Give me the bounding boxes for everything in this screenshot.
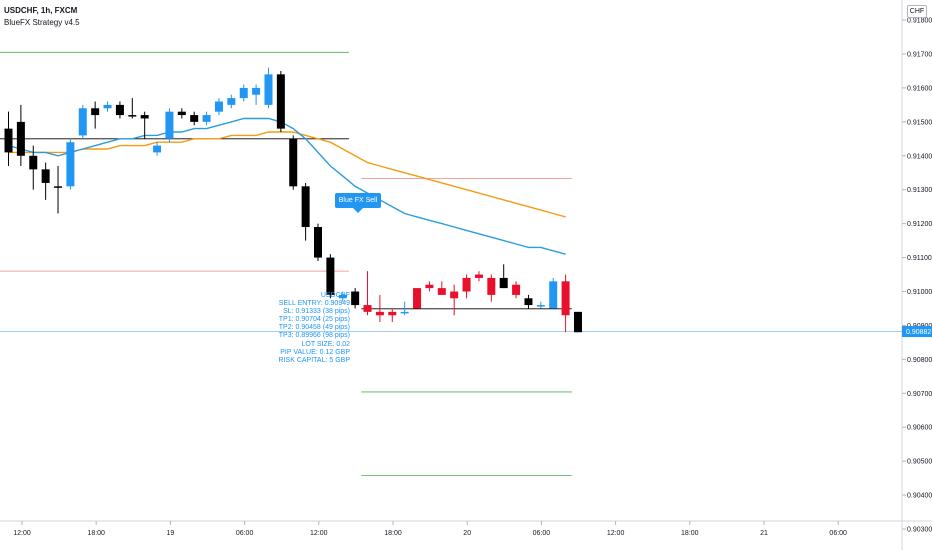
candle-body[interactable]: [425, 284, 434, 289]
candle-body[interactable]: [413, 288, 422, 309]
candle-body[interactable]: [512, 284, 521, 295]
strategy-name: BlueFX Strategy v4.5: [4, 18, 80, 27]
price-tick-label: 0.91200: [907, 221, 932, 228]
price-tick-label: 0.91800: [907, 18, 932, 25]
candle-body[interactable]: [363, 305, 372, 312]
candle-body[interactable]: [326, 257, 335, 295]
trade-info-line: USDCHF: [320, 292, 350, 299]
candle-body[interactable]: [4, 128, 13, 153]
candle-body[interactable]: [462, 277, 471, 292]
candle-body[interactable]: [314, 227, 322, 258]
price-tick-label: 0.90700: [907, 391, 932, 398]
candle-body[interactable]: [437, 288, 446, 295]
time-tick-label: 06:00: [236, 530, 254, 537]
candle-body[interactable]: [103, 104, 112, 109]
ema-orange-line: [8, 131, 566, 218]
price-tick-label: 0.91300: [907, 187, 932, 194]
candle-body[interactable]: [264, 74, 273, 105]
candle-body[interactable]: [153, 145, 162, 153]
price-tick-label: 0.90600: [907, 425, 932, 432]
candle-body[interactable]: [375, 311, 384, 316]
candle-body[interactable]: [177, 111, 186, 116]
candle-body[interactable]: [536, 305, 545, 307]
candle-body[interactable]: [573, 311, 582, 333]
trade-info-line: TP1: 0.90704 (25 pips): [278, 316, 350, 324]
candle-body[interactable]: [474, 274, 483, 278]
trade-info-box: USDCHF SELL ENTRY: 0.90949 SL: 0.91333 (…: [279, 292, 350, 365]
sell-signal-label: Blue FX Sell: [335, 193, 381, 208]
symbol-title: USDCHF, 1h, FXCM: [4, 6, 78, 15]
trade-info-line: SL: 0.91333 (38 pips): [283, 308, 350, 316]
candle-body[interactable]: [450, 291, 459, 299]
trade-info-line: PIP VALUE: 0.12 GBP: [280, 348, 350, 356]
price-tick-label: 0.91700: [907, 51, 932, 58]
sell-signal-arrow: [353, 208, 363, 213]
time-tick-label: 18:00: [681, 530, 699, 537]
time-tick-label: 12:00: [13, 530, 31, 537]
candle-body[interactable]: [351, 291, 360, 306]
candle-body[interactable]: [140, 115, 149, 119]
current-price-label: 0.90882: [906, 329, 931, 336]
candle-body[interactable]: [400, 311, 409, 314]
candle-body[interactable]: [91, 108, 100, 116]
time-tick-label: 12:00: [310, 530, 328, 537]
trade-info-line: LOT SIZE: 0.02: [301, 340, 350, 348]
time-tick-label: 19: [167, 530, 175, 537]
candle-body[interactable]: [190, 115, 199, 122]
time-tick-label: 18:00: [87, 530, 105, 537]
current-price-tag: [902, 326, 932, 338]
price-tick-label: 0.91500: [907, 119, 932, 126]
candle-body[interactable]: [66, 142, 75, 187]
candle-body[interactable]: [338, 294, 347, 299]
candle-body[interactable]: [549, 281, 558, 309]
candle-body[interactable]: [202, 115, 211, 122]
time-tick-label: 18:00: [384, 530, 402, 537]
candle-body[interactable]: [41, 169, 50, 183]
price-tick-label: 0.90300: [907, 527, 932, 534]
trade-info-line: TP3: 0.89966 (98 pips): [278, 332, 350, 340]
candle-body[interactable]: [165, 111, 174, 139]
candle-body[interactable]: [252, 87, 261, 95]
price-tick-label: 0.91400: [907, 153, 932, 160]
candle-body[interactable]: [239, 87, 248, 99]
trade-info-line: TP2: 0.90458 (49 pips): [278, 324, 350, 332]
candle-body[interactable]: [561, 281, 570, 316]
currency-badge[interactable]: CHF: [907, 5, 927, 18]
candle-body[interactable]: [388, 311, 397, 316]
time-tick-label: 06:00: [829, 530, 847, 537]
candle-body[interactable]: [289, 138, 298, 187]
candle-body[interactable]: [499, 277, 508, 289]
time-tick-label: 20: [463, 530, 471, 537]
candle-body[interactable]: [214, 101, 223, 112]
candle-body[interactable]: [16, 121, 25, 156]
candle-body[interactable]: [276, 74, 285, 129]
time-tick-label: 21: [760, 530, 768, 537]
candle-body[interactable]: [128, 115, 137, 117]
candle-body[interactable]: [78, 108, 87, 136]
candle-body[interactable]: [524, 298, 533, 306]
candle-body[interactable]: [227, 98, 236, 105]
ema-blue-line: [8, 117, 566, 255]
trade-info-line: SELL ENTRY: 0.90949: [278, 300, 350, 308]
candle-body[interactable]: [301, 186, 310, 228]
time-tick-label: 06:00: [533, 530, 551, 537]
candle-body[interactable]: [54, 186, 63, 188]
time-tick-label: 12:00: [607, 530, 625, 537]
price-tick-label: 0.91600: [907, 85, 932, 92]
price-tick-label: 0.91000: [907, 289, 932, 296]
candle-body[interactable]: [115, 104, 124, 116]
price-tick-label: 0.90400: [907, 493, 932, 500]
price-tick-label: 0.90500: [907, 459, 932, 466]
candle-body[interactable]: [487, 277, 496, 295]
trade-info-line: RISK CAPITAL: 5 GBP: [278, 356, 350, 364]
candle-body[interactable]: [29, 155, 38, 170]
price-tick-label: 0.90800: [907, 357, 932, 364]
price-tick-label: 0.91100: [907, 255, 932, 262]
